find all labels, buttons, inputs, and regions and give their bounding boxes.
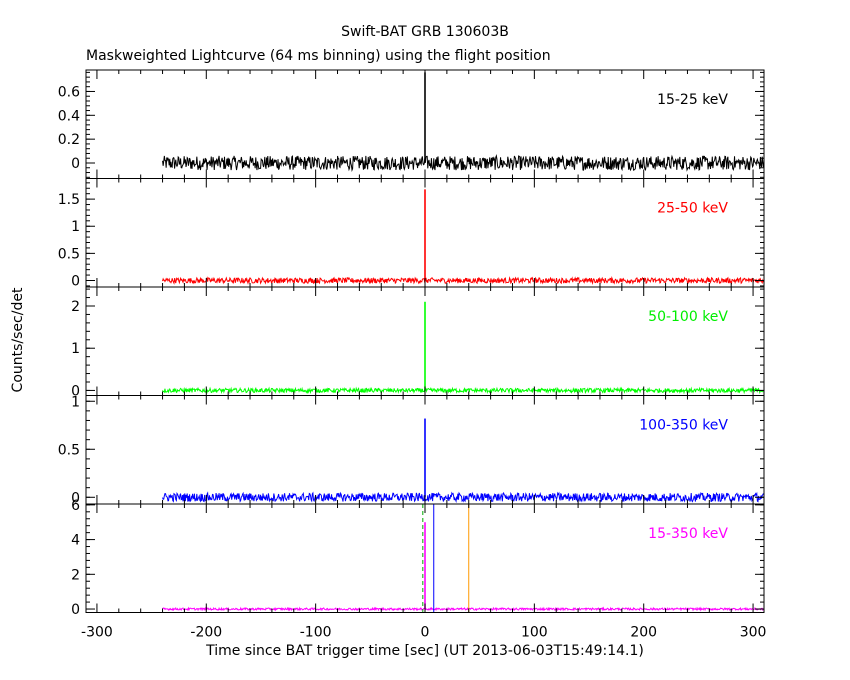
y-tick-label: 0 xyxy=(71,490,80,506)
band-label: 25-50 keV xyxy=(657,201,728,217)
y-tick-label: 1 xyxy=(71,394,80,410)
x-axis-label: Time since BAT trigger time [sec] (UT 20… xyxy=(205,643,644,659)
y-tick-label: 0.5 xyxy=(58,442,80,458)
noise-trace xyxy=(162,491,764,504)
x-tick-label: 100 xyxy=(521,625,548,641)
x-tick-label: 300 xyxy=(740,625,767,641)
noise-trace xyxy=(162,606,764,612)
y-tick-label: 0.5 xyxy=(58,246,80,262)
y-tick-label: 0.4 xyxy=(58,108,80,124)
y-tick-label: 1 xyxy=(71,219,80,235)
noise-trace xyxy=(162,386,764,395)
noise-trace xyxy=(162,154,764,172)
band-label: 15-25 keV xyxy=(657,92,728,108)
x-tick-label: -200 xyxy=(190,625,222,641)
y-tick-label: 6 xyxy=(71,498,80,514)
y-tick-label: 2 xyxy=(71,299,80,315)
band-label: 50-100 keV xyxy=(648,309,728,325)
panel-50-100-kev: 0 1 2 50-100 keV xyxy=(71,286,765,399)
y-tick-label: 2 xyxy=(71,567,80,583)
y-tick-label: 0.6 xyxy=(58,84,80,100)
y-tick-label: 4 xyxy=(71,533,80,549)
x-tick-label: 0 xyxy=(421,625,430,641)
chart-subtitle: Maskweighted Lightcurve (64 ms binning) … xyxy=(86,48,551,64)
y-tick-label: 1 xyxy=(71,341,80,357)
y-tick-label: 0 xyxy=(71,602,80,618)
chart-title: Swift-BAT GRB 130603B xyxy=(341,24,509,40)
y-tick-label: 1.5 xyxy=(58,192,80,208)
panel-25-50-kev: 0 0.5 1 1.5 25-50 keV xyxy=(58,178,765,289)
y-tick-label: 0.2 xyxy=(58,132,80,148)
y-tick-label: 0 xyxy=(71,383,80,399)
x-tick-label: 200 xyxy=(630,625,657,641)
y-tick-label: 0 xyxy=(71,273,80,289)
y-axis-label: Counts/sec/det xyxy=(10,287,26,392)
noise-trace xyxy=(162,275,764,285)
panel-15-25-kev: 0 0.2 0.4 0.6 15-25 keV xyxy=(58,69,765,179)
x-tick-label: -300 xyxy=(81,625,113,641)
y-tick-label: 0 xyxy=(71,156,80,172)
band-label: 15-350 keV xyxy=(648,526,728,542)
panel-100-350-kev: 0 0.5 1 100-350 keV xyxy=(58,394,765,506)
x-tick-label: -100 xyxy=(300,625,332,641)
band-label: 100-350 keV xyxy=(639,418,728,434)
panel-15-350-kev: 0 2 4 6 15-350 keV xyxy=(71,498,765,618)
